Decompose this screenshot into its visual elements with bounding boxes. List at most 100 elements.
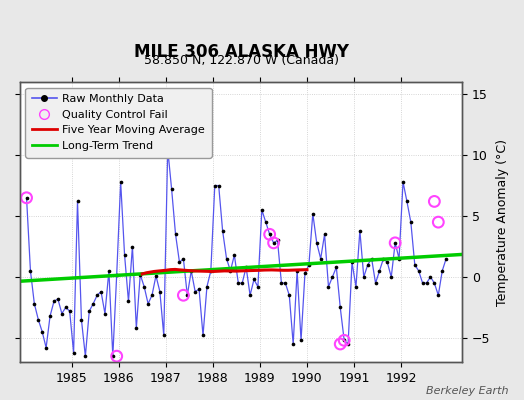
Point: [379, 256, 388, 262]
Point: [297, 337, 305, 344]
Point: [121, 252, 129, 258]
Point: [254, 284, 262, 290]
Point: [320, 231, 329, 238]
Point: [195, 286, 203, 292]
Title: MILE 306 ALASKA HWY: MILE 306 ALASKA HWY: [134, 43, 348, 61]
Point: [246, 292, 254, 298]
Point: [58, 310, 66, 317]
Point: [328, 274, 336, 280]
Point: [69, 349, 78, 356]
Point: [367, 256, 376, 262]
Point: [442, 256, 450, 262]
Point: [434, 292, 442, 298]
Point: [179, 256, 188, 262]
Point: [101, 310, 109, 317]
Point: [144, 300, 152, 307]
Point: [132, 325, 140, 331]
Point: [391, 240, 399, 246]
Point: [66, 308, 74, 314]
Point: [30, 300, 39, 307]
Point: [434, 219, 442, 225]
Point: [136, 271, 145, 278]
Point: [340, 337, 348, 344]
Point: [407, 219, 415, 225]
Text: Berkeley Earth: Berkeley Earth: [426, 386, 508, 396]
Point: [414, 268, 423, 274]
Point: [359, 274, 368, 280]
Point: [336, 304, 344, 311]
Point: [34, 316, 42, 323]
Point: [383, 259, 391, 266]
Point: [238, 280, 246, 286]
Point: [305, 262, 313, 268]
Point: [211, 182, 219, 189]
Point: [274, 237, 282, 244]
Point: [156, 288, 164, 295]
Point: [399, 179, 407, 185]
Text: 58.850 N, 122.870 W (Canada): 58.850 N, 122.870 W (Canada): [144, 54, 339, 66]
Point: [250, 276, 258, 283]
Point: [226, 268, 235, 274]
Point: [199, 332, 207, 339]
Point: [93, 292, 101, 298]
Point: [176, 259, 184, 266]
Point: [395, 256, 403, 262]
Point: [46, 313, 54, 319]
Point: [289, 341, 298, 347]
Point: [214, 182, 223, 189]
Point: [152, 272, 160, 279]
Point: [97, 288, 105, 295]
Point: [73, 198, 82, 205]
Point: [411, 262, 419, 268]
Point: [187, 268, 195, 274]
Point: [124, 298, 133, 304]
Point: [50, 298, 58, 304]
Point: [324, 284, 333, 290]
Point: [261, 219, 270, 225]
Point: [422, 280, 431, 286]
Point: [108, 353, 117, 359]
Point: [42, 344, 50, 351]
Point: [403, 198, 411, 205]
Point: [26, 268, 35, 274]
Point: [336, 341, 344, 347]
Y-axis label: Temperature Anomaly (°C): Temperature Anomaly (°C): [496, 139, 509, 306]
Point: [116, 179, 125, 185]
Point: [171, 231, 180, 238]
Point: [269, 240, 278, 246]
Point: [160, 332, 168, 339]
Point: [312, 240, 321, 246]
Point: [426, 274, 434, 280]
Point: [77, 316, 85, 323]
Point: [316, 256, 325, 262]
Point: [222, 256, 231, 262]
Point: [128, 243, 137, 250]
Point: [285, 292, 293, 298]
Point: [23, 194, 31, 201]
Point: [61, 304, 70, 311]
Legend: Raw Monthly Data, Quality Control Fail, Five Year Moving Average, Long-Term Tren: Raw Monthly Data, Quality Control Fail, …: [26, 88, 212, 158]
Point: [364, 262, 372, 268]
Point: [230, 252, 238, 258]
Point: [418, 280, 427, 286]
Point: [23, 194, 31, 201]
Point: [191, 288, 199, 295]
Point: [266, 231, 274, 238]
Point: [281, 280, 290, 286]
Point: [38, 329, 47, 335]
Point: [234, 280, 243, 286]
Point: [85, 308, 93, 314]
Point: [375, 268, 384, 274]
Point: [148, 292, 156, 298]
Point: [332, 264, 341, 270]
Point: [356, 228, 364, 234]
Point: [269, 240, 278, 246]
Point: [81, 353, 90, 359]
Point: [293, 268, 301, 274]
Point: [430, 280, 439, 286]
Point: [53, 296, 62, 302]
Point: [163, 146, 172, 152]
Point: [163, 146, 172, 152]
Point: [203, 284, 211, 290]
Point: [340, 337, 348, 344]
